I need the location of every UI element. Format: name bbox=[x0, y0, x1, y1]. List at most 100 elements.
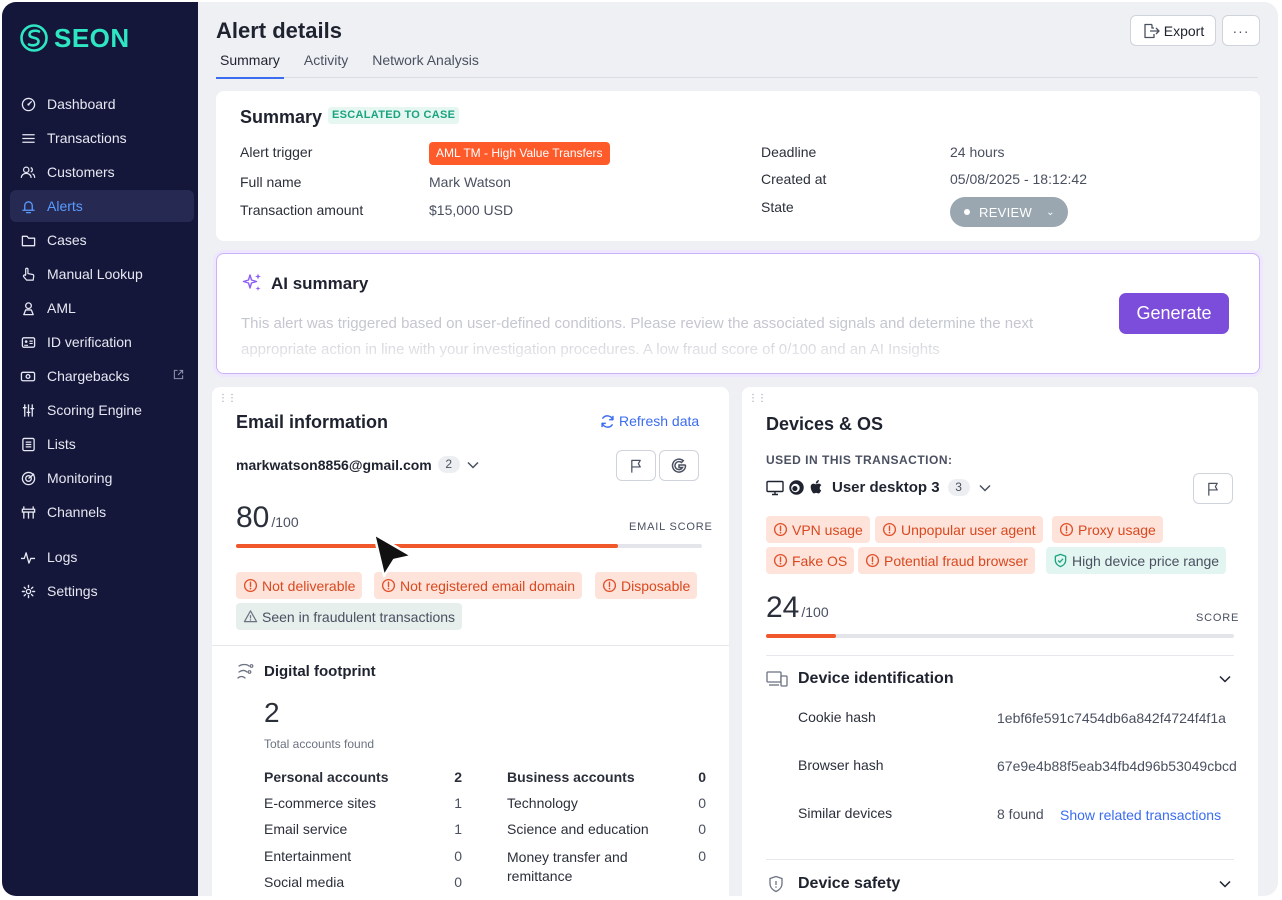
flag-chip-high-device-price: High device price range bbox=[1046, 547, 1227, 574]
browser-icon bbox=[789, 480, 804, 495]
money-transfer-value: 0 bbox=[698, 848, 706, 864]
sidebar-item-scoring-engine[interactable]: Scoring Engine bbox=[10, 394, 194, 426]
export-label: Export bbox=[1163, 22, 1205, 39]
email-score: 80/100 bbox=[236, 501, 299, 535]
section-divider bbox=[766, 655, 1234, 656]
device-safety-header[interactable]: Device safety bbox=[766, 875, 1234, 893]
sidebar-item-manual-lookup[interactable]: Manual Lookup bbox=[10, 258, 194, 290]
users-icon bbox=[20, 164, 36, 180]
similar-devices-label: Similar devices bbox=[798, 805, 893, 821]
tab-activity[interactable]: Activity bbox=[303, 52, 349, 68]
generate-button[interactable]: Generate bbox=[1119, 293, 1229, 334]
sidebar-item-label: Chargebacks bbox=[47, 368, 130, 384]
sidebar-item-logs[interactable]: Logs bbox=[10, 541, 194, 573]
email-address: markwatson8856@gmail.com bbox=[236, 456, 432, 473]
flag-label: Unpopular user agent bbox=[901, 521, 1036, 538]
flag-label: VPN usage bbox=[792, 521, 863, 538]
tab-network-analysis[interactable]: Network Analysis bbox=[372, 52, 479, 68]
brand-name: SEON bbox=[54, 22, 130, 53]
email-service-value: 1 bbox=[454, 821, 462, 837]
flag-email-button[interactable] bbox=[616, 450, 656, 481]
more-options-button[interactable]: ··· bbox=[1222, 15, 1260, 46]
alert-circle-icon bbox=[602, 578, 617, 593]
tab-summary[interactable]: Summary bbox=[216, 50, 284, 79]
sidebar-item-label: Logs bbox=[47, 549, 78, 565]
sidebar-item-lists[interactable]: Lists bbox=[10, 428, 194, 460]
page-title: Alert details bbox=[216, 18, 342, 43]
folder-icon bbox=[20, 232, 36, 248]
alert-circle-icon bbox=[773, 522, 788, 537]
device-identification-header[interactable]: Device identification bbox=[766, 670, 1234, 688]
flag-icon bbox=[630, 459, 641, 473]
show-related-transactions-link[interactable]: Show related transactions bbox=[1060, 807, 1222, 823]
sidebar-item-monitoring[interactable]: Monitoring bbox=[10, 462, 194, 494]
state-label: State bbox=[761, 199, 794, 215]
google-icon bbox=[671, 457, 687, 473]
device-identification-title: Device identification bbox=[798, 670, 954, 687]
chevron-down-icon bbox=[1219, 880, 1231, 888]
sidebar-item-cases[interactable]: Cases bbox=[10, 224, 194, 256]
sidebar-item-customers[interactable]: Customers bbox=[10, 156, 194, 188]
deadline-value: 24 hours bbox=[950, 144, 1005, 160]
sidebar-item-aml[interactable]: AML bbox=[10, 292, 194, 324]
total-accounts-label: Total accounts found bbox=[264, 737, 375, 751]
device-selector[interactable]: User desktop 3 3 bbox=[766, 479, 992, 496]
entertainment-value: 0 bbox=[454, 848, 462, 864]
device-score-max: /100 bbox=[801, 604, 829, 620]
drag-handle-icon[interactable]: ⋮⋮ bbox=[218, 393, 237, 404]
email-selector[interactable]: markwatson8856@gmail.com 2 bbox=[236, 456, 480, 473]
monitoring-icon bbox=[20, 470, 36, 486]
dashboard-icon bbox=[20, 96, 36, 112]
sidebar-item-channels[interactable]: Channels bbox=[10, 496, 194, 528]
sidebar-item-label: AML bbox=[47, 300, 76, 316]
export-icon bbox=[1144, 23, 1160, 38]
flag-chip-not-registered-domain: Not registered email domain bbox=[374, 572, 583, 599]
pointer-hand-icon bbox=[20, 266, 36, 282]
technology-value: 0 bbox=[698, 795, 706, 811]
google-search-button[interactable] bbox=[659, 450, 699, 481]
sidebar-item-label: Dashboard bbox=[47, 96, 116, 112]
flag-label: Not registered email domain bbox=[400, 577, 576, 594]
sidebar-item-alerts[interactable]: Alerts bbox=[10, 190, 194, 222]
alert-trigger-tag[interactable]: AML TM - High Value Transfers bbox=[429, 142, 610, 165]
flag-device-button[interactable] bbox=[1193, 473, 1233, 504]
state-dropdown[interactable]: REVIEW ⌄ bbox=[950, 197, 1068, 227]
drag-handle-icon[interactable]: ⋮⋮ bbox=[748, 393, 767, 404]
device-name: User desktop 3 bbox=[832, 479, 940, 496]
sidebar-item-label: Lists bbox=[47, 436, 76, 452]
full-name-value: Mark Watson bbox=[429, 174, 511, 190]
sidebar-item-label: Settings bbox=[47, 583, 98, 599]
sidebar-item-settings[interactable]: Settings bbox=[10, 575, 194, 607]
cookie-hash-label: Cookie hash bbox=[798, 709, 876, 725]
sidebar-item-chargebacks[interactable]: Chargebacks bbox=[10, 360, 194, 392]
state-value: REVIEW bbox=[979, 204, 1033, 220]
apple-icon bbox=[810, 480, 822, 494]
export-button[interactable]: Export bbox=[1130, 15, 1216, 46]
social-media-value: 0 bbox=[454, 874, 462, 890]
sidebar-item-label: Monitoring bbox=[47, 470, 113, 486]
devices-icon bbox=[766, 671, 788, 687]
transaction-amount-label: Transaction amount bbox=[240, 202, 364, 218]
technology-label: Technology bbox=[507, 795, 578, 811]
device-score-label: SCORE bbox=[1196, 612, 1240, 624]
browser-hash-label: Browser hash bbox=[798, 757, 884, 773]
transaction-amount-value: $15,000 USD bbox=[429, 202, 514, 218]
sidebar-item-id-verification[interactable]: ID verification bbox=[10, 326, 194, 358]
personal-accounts-label: Personal accounts bbox=[264, 769, 389, 785]
created-at-value: 05/08/2025 - 18:12:42 bbox=[950, 171, 1088, 187]
sidebar-item-label: Channels bbox=[47, 504, 107, 520]
refresh-data-link[interactable]: Refresh data bbox=[600, 413, 699, 429]
devices-os-title: Devices & OS bbox=[766, 414, 884, 434]
ecommerce-value: 1 bbox=[454, 795, 462, 811]
summary-title: Summary bbox=[240, 107, 323, 127]
summary-card: Summary ESCALATED TO CASE Alert trigger … bbox=[216, 91, 1260, 241]
ai-summary-title: AI summary bbox=[271, 274, 369, 293]
alert-circle-icon bbox=[865, 553, 880, 568]
seon-logo[interactable]: SEON bbox=[20, 22, 130, 54]
social-media-label: Social media bbox=[264, 874, 345, 890]
sidebar-item-dashboard[interactable]: Dashboard bbox=[10, 88, 194, 120]
sidebar-item-transactions[interactable]: Transactions bbox=[10, 122, 194, 154]
email-information-title: Email information bbox=[236, 412, 389, 432]
sidebar-item-label: Scoring Engine bbox=[47, 402, 142, 418]
